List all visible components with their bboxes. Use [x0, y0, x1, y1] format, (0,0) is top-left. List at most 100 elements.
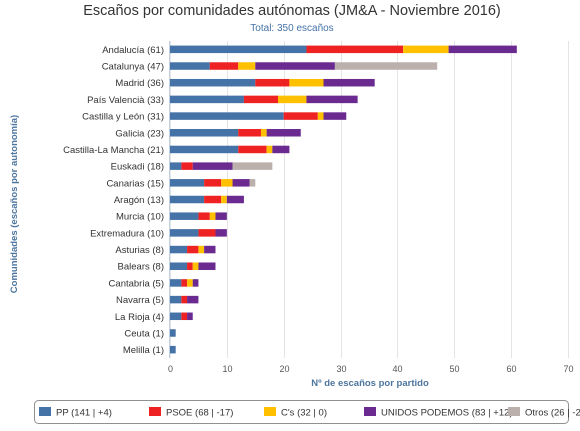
bar-segment[interactable]	[306, 95, 358, 104]
category-label: Extremadura (10)	[90, 228, 164, 239]
bar-segment[interactable]	[448, 45, 517, 54]
bar-segment[interactable]	[221, 179, 233, 187]
legend-item[interactable]: PP (141 | +4)	[56, 408, 112, 419]
legend-item[interactable]: C's (32 | 0)	[281, 408, 327, 419]
bar-segment[interactable]	[204, 179, 222, 187]
bar-segment[interactable]	[170, 212, 199, 220]
category-label: Asturias (8)	[115, 245, 164, 256]
legend-item[interactable]: Otros (26 | -2)	[525, 408, 580, 419]
bar-segment[interactable]	[170, 279, 182, 287]
legend[interactable]: PP (141 | +4) PSOE (68 | -17) C's (32 | 0)…	[34, 400, 580, 424]
bar-segment[interactable]	[181, 279, 188, 287]
x-axis-title: Nº de escaños por partido	[311, 378, 429, 389]
bar-segment[interactable]	[289, 78, 324, 87]
chart-title: Escaños por comunidades autónomas (JM&A …	[83, 3, 500, 19]
bar-segment[interactable]	[238, 145, 267, 154]
bar-segment[interactable]	[334, 62, 438, 70]
x-tick-label: 60	[506, 364, 516, 374]
bar-segment[interactable]	[204, 245, 216, 254]
bar-segment[interactable]	[170, 45, 307, 54]
bar-segment[interactable]	[181, 162, 193, 170]
bar-segment[interactable]	[170, 262, 188, 270]
bar-segment[interactable]	[192, 162, 233, 170]
bar-segment[interactable]	[266, 145, 273, 154]
x-tick-label: 70	[563, 364, 573, 374]
bar-segment[interactable]	[403, 45, 449, 54]
category-label: País Valencià (33)	[87, 95, 164, 106]
bar-segment[interactable]	[170, 162, 182, 170]
bar-segment[interactable]	[170, 112, 284, 120]
bar-segment[interactable]	[317, 112, 324, 120]
bar-segment[interactable]	[170, 345, 176, 354]
bar-segment[interactable]	[272, 145, 290, 154]
x-tick-label: 30	[336, 364, 346, 374]
bar-segment[interactable]	[283, 112, 318, 120]
bar-segment[interactable]	[170, 295, 182, 304]
bar-segment[interactable]	[170, 245, 188, 254]
bar-segment[interactable]	[323, 78, 375, 87]
bar-segment[interactable]	[170, 78, 256, 87]
category-label: Madrid (36)	[115, 78, 164, 89]
bar-segment[interactable]	[187, 279, 193, 287]
bar-segment[interactable]	[198, 245, 205, 254]
bar-segment[interactable]	[255, 78, 290, 87]
category-label: Balears (8)	[118, 262, 164, 273]
bar-segment[interactable]	[278, 95, 307, 104]
category-label: Castilla y León (31)	[82, 112, 164, 123]
bar-segment[interactable]	[187, 312, 193, 321]
bar-segment[interactable]	[209, 62, 239, 70]
bar-segment[interactable]	[232, 162, 273, 170]
bar-segment[interactable]	[255, 62, 335, 70]
bar-segment[interactable]	[170, 145, 239, 154]
category-label: Ceuta (1)	[124, 328, 164, 339]
bar-segment[interactable]	[192, 279, 199, 287]
bar-segment[interactable]	[170, 95, 244, 104]
bar-segment[interactable]	[260, 129, 267, 137]
bar-segment[interactable]	[181, 312, 188, 321]
bar-segment[interactable]	[243, 95, 279, 104]
bar-segment[interactable]	[187, 245, 199, 254]
legend-item[interactable]: UNIDOS PODEMOS (83 | +12)	[381, 408, 513, 419]
legend-swatch	[39, 407, 51, 416]
x-tick-label: 0	[168, 364, 173, 374]
bar-segment[interactable]	[221, 195, 227, 204]
bar-segment[interactable]	[198, 229, 216, 237]
bar-segment[interactable]	[249, 179, 256, 187]
x-tick-label: 10	[222, 364, 232, 374]
legend-swatch	[364, 407, 376, 416]
x-tick-labels: 0 10 20 30 40 50 60 70	[168, 364, 574, 374]
bar-segment[interactable]	[209, 212, 216, 220]
bar-segment[interactable]	[170, 179, 205, 187]
bar-segment[interactable]	[226, 195, 244, 204]
bar-segment[interactable]	[323, 112, 347, 120]
bar-segment[interactable]	[170, 312, 182, 321]
bar-segment[interactable]	[266, 129, 301, 137]
bar-segment[interactable]	[238, 129, 261, 137]
bar-segment[interactable]	[215, 229, 227, 237]
bar-segment[interactable]	[170, 129, 239, 137]
grid	[169, 41, 569, 358]
x-tick-label: 40	[392, 364, 402, 374]
bar-segment[interactable]	[204, 195, 222, 204]
category-label: Catalunya (47)	[102, 62, 164, 73]
bar-segment[interactable]	[238, 62, 256, 70]
bar-segment[interactable]	[192, 262, 199, 270]
bar-segment[interactable]	[198, 262, 216, 270]
bar-segment[interactable]	[232, 179, 250, 187]
x-tick-label: 20	[279, 364, 289, 374]
y-axis-title: Comunidades (escaños por autonomía)	[9, 115, 20, 293]
bar-segment[interactable]	[170, 229, 199, 237]
category-label: La Rioja (4)	[115, 312, 164, 323]
bar-segment[interactable]	[306, 45, 404, 54]
bar-segment[interactable]	[181, 295, 188, 304]
category-label: Cantabria (5)	[109, 278, 164, 289]
bar-segment[interactable]	[187, 295, 199, 304]
bar-segment[interactable]	[198, 212, 210, 220]
bar-segment[interactable]	[187, 262, 193, 270]
bar-segment[interactable]	[215, 212, 227, 220]
bar-segment[interactable]	[170, 329, 176, 337]
bar-segment[interactable]	[170, 195, 205, 204]
bar-segment[interactable]	[170, 62, 210, 70]
legend-item[interactable]: PSOE (68 | -17)	[166, 408, 233, 419]
